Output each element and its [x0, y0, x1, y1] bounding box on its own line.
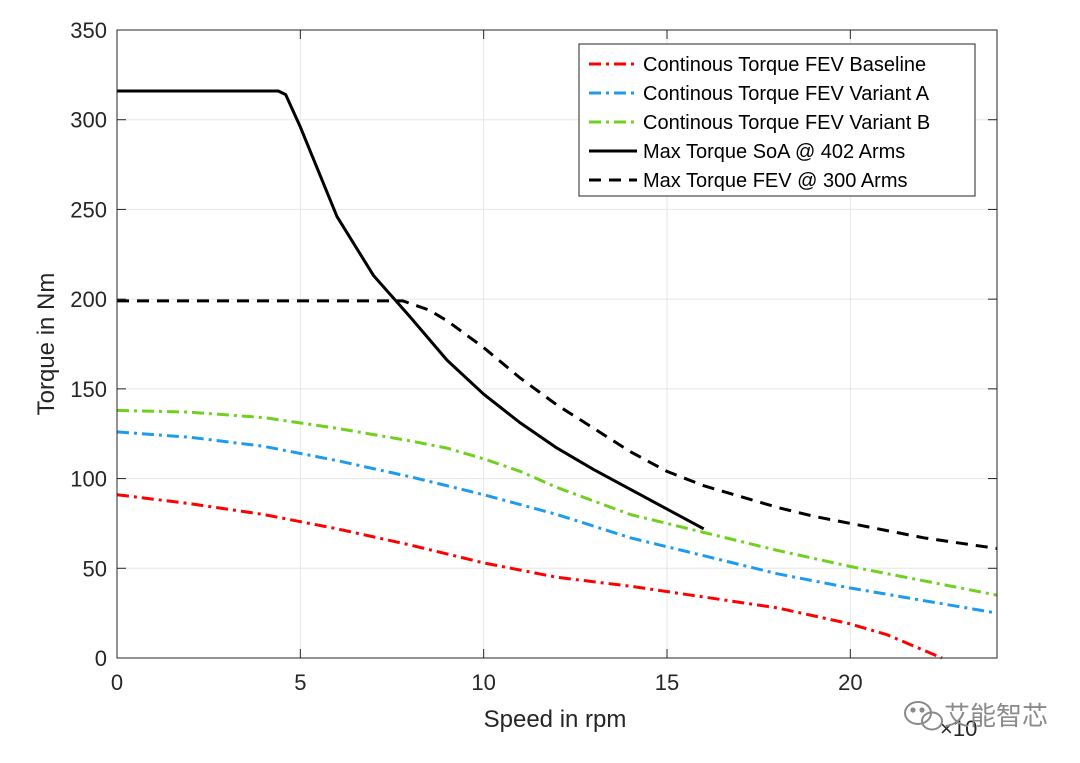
y-tick-label: 300: [70, 108, 107, 133]
wechat-icon: [904, 701, 943, 731]
series-line: [117, 299, 998, 550]
legend-entry-label: Continous Torque FEV Variant B: [643, 112, 930, 134]
legend-entry-label: Continous Torque FEV Variant A: [643, 83, 930, 105]
series-layer: [116, 89, 998, 660]
tick-marks: [116, 29, 997, 659]
x-tick-label: 15: [655, 670, 679, 695]
legend-entry-label: Max Torque FEV @ 300 Arms: [643, 170, 907, 192]
plot-frame: [116, 29, 998, 659]
series-line: [117, 89, 705, 531]
y-tick-label: 0: [95, 646, 107, 671]
series-line: [116, 430, 998, 615]
y-axis-label: Torque in Nm: [33, 273, 60, 416]
x-tick-label: 10: [471, 670, 495, 695]
x-axis-label: Speed in rpm: [484, 706, 627, 733]
y-tick-label: 50: [83, 556, 107, 581]
y-tick-label: 100: [70, 467, 107, 492]
legend-entry-label: Max Torque SoA @ 402 Arms: [643, 141, 905, 163]
y-tick-label: 150: [70, 377, 107, 402]
watermark-text: 艾能智芯: [944, 702, 1048, 732]
y-tick-label: 200: [70, 287, 107, 312]
legend: Continous Torque FEV Baseline Continous T…: [578, 43, 976, 197]
legend-entry-label: Continous Torque FEV Baseline: [643, 54, 926, 76]
x-tick-label: 20: [838, 670, 862, 695]
watermark: 艾能智芯: [904, 701, 1048, 732]
y-tick-label: 350: [70, 18, 107, 43]
x-tick-label: 5: [294, 670, 306, 695]
y-tick-label: 250: [70, 197, 107, 222]
x-axis-exponent: ×10: [940, 716, 977, 741]
series-line: [116, 408, 998, 597]
legend-box: [578, 43, 976, 197]
x-tick-label: 0: [111, 670, 123, 695]
